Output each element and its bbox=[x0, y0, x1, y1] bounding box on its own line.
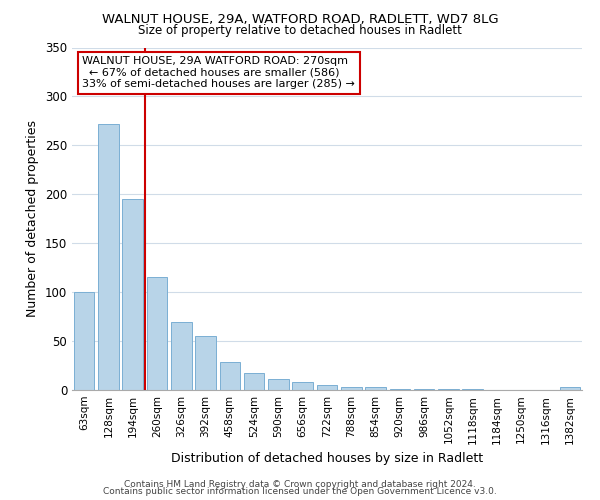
Bar bbox=[98, 124, 119, 390]
Bar bbox=[365, 387, 386, 390]
Text: Size of property relative to detached houses in Radlett: Size of property relative to detached ho… bbox=[138, 24, 462, 37]
Text: WALNUT HOUSE, 29A, WATFORD ROAD, RADLETT, WD7 8LG: WALNUT HOUSE, 29A, WATFORD ROAD, RADLETT… bbox=[101, 12, 499, 26]
Bar bbox=[317, 385, 337, 390]
Bar bbox=[171, 322, 191, 390]
Bar bbox=[244, 374, 265, 390]
Bar bbox=[268, 379, 289, 390]
Bar bbox=[414, 389, 434, 390]
Bar bbox=[389, 389, 410, 390]
Bar bbox=[195, 336, 216, 390]
Bar bbox=[146, 278, 167, 390]
Bar bbox=[74, 292, 94, 390]
Text: Contains public sector information licensed under the Open Government Licence v3: Contains public sector information licen… bbox=[103, 487, 497, 496]
X-axis label: Distribution of detached houses by size in Radlett: Distribution of detached houses by size … bbox=[171, 452, 483, 465]
Bar bbox=[438, 389, 459, 390]
Bar bbox=[122, 199, 143, 390]
Text: WALNUT HOUSE, 29A WATFORD ROAD: 270sqm
  ← 67% of detached houses are smaller (5: WALNUT HOUSE, 29A WATFORD ROAD: 270sqm ←… bbox=[82, 56, 355, 90]
Bar bbox=[220, 362, 240, 390]
Bar bbox=[292, 382, 313, 390]
Bar bbox=[463, 389, 483, 390]
Bar bbox=[341, 387, 362, 390]
Bar bbox=[560, 387, 580, 390]
Y-axis label: Number of detached properties: Number of detached properties bbox=[26, 120, 40, 318]
Text: Contains HM Land Registry data © Crown copyright and database right 2024.: Contains HM Land Registry data © Crown c… bbox=[124, 480, 476, 489]
